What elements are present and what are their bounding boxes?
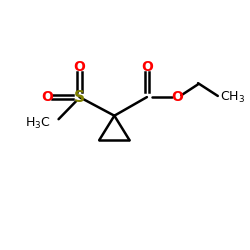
Text: CH$_3$: CH$_3$ <box>220 90 245 105</box>
Text: S: S <box>74 90 85 104</box>
Text: O: O <box>41 90 53 104</box>
Text: O: O <box>74 60 86 74</box>
Text: O: O <box>141 60 153 74</box>
Text: O: O <box>171 90 183 104</box>
Text: H$_3$C: H$_3$C <box>25 116 50 132</box>
